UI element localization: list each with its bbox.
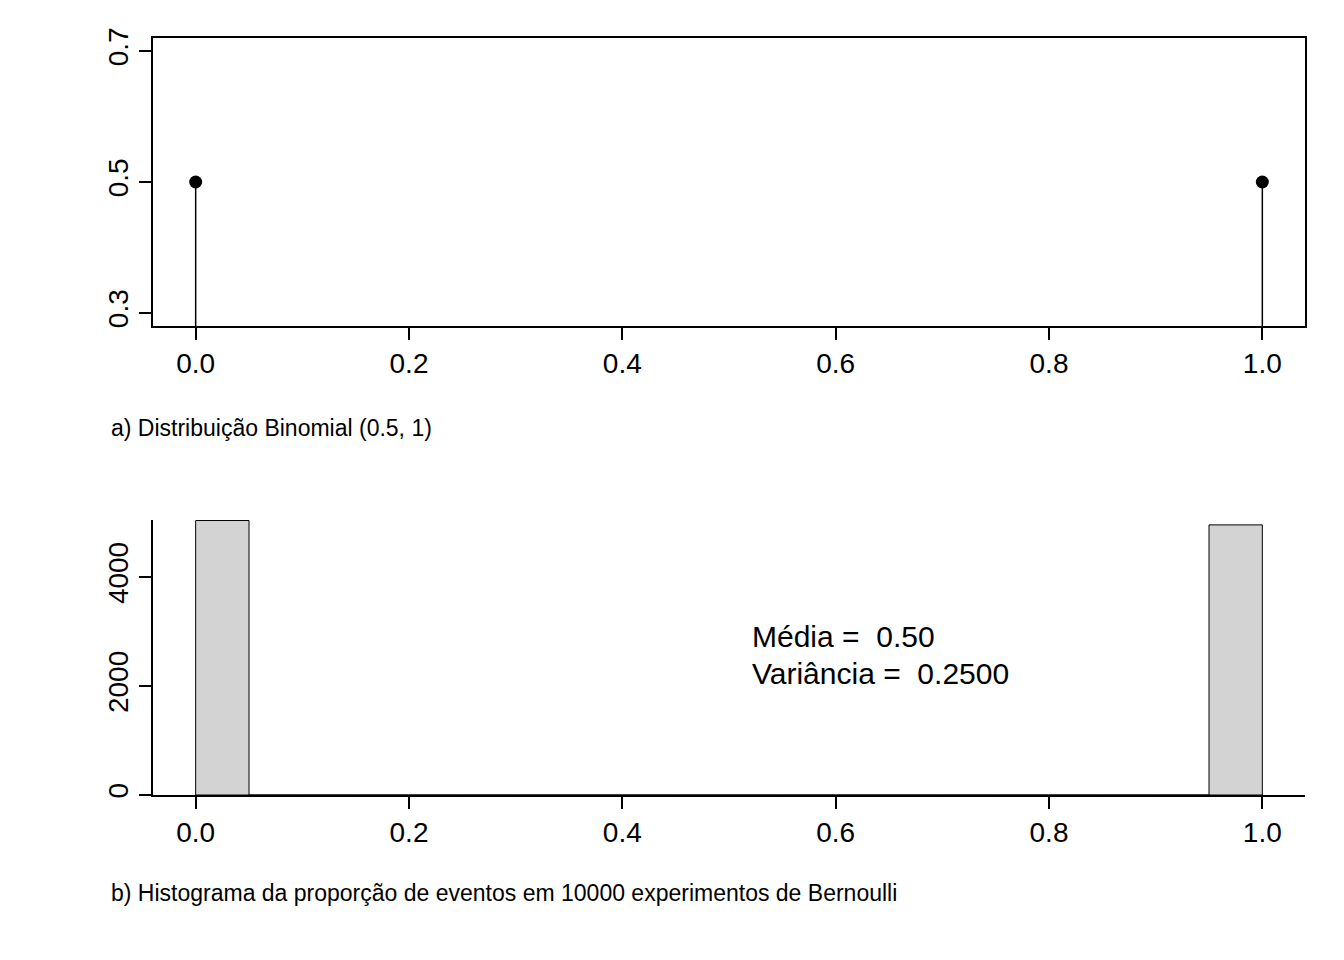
svg-text:0.8: 0.8 (1030, 348, 1069, 379)
svg-text:0.4: 0.4 (603, 817, 642, 848)
svg-text:b) Histograma da proporção de: b) Histograma da proporção de eventos em… (111, 880, 897, 906)
svg-text:0: 0 (103, 783, 134, 799)
svg-text:0.2: 0.2 (390, 348, 429, 379)
svg-text:0.7: 0.7 (103, 27, 134, 66)
svg-text:Média = 0.50: Média = 0.50 (752, 620, 935, 653)
svg-text:0.6: 0.6 (816, 348, 855, 379)
svg-text:0.8: 0.8 (1030, 817, 1069, 848)
svg-text:4000: 4000 (103, 542, 134, 604)
svg-text:a) Distribuição Binomial (0.5,: a) Distribuição Binomial (0.5, 1) (111, 415, 432, 441)
svg-text:1.0: 1.0 (1243, 348, 1282, 379)
svg-text:0.6: 0.6 (816, 817, 855, 848)
svg-text:0.4: 0.4 (603, 348, 642, 379)
svg-text:Variância = 0.2500: Variância = 0.2500 (752, 657, 1009, 690)
svg-text:1.0: 1.0 (1243, 817, 1282, 848)
svg-text:0.0: 0.0 (176, 817, 215, 848)
svg-text:0.0: 0.0 (176, 348, 215, 379)
svg-text:0.5: 0.5 (103, 158, 134, 197)
svg-text:0.3: 0.3 (103, 289, 134, 328)
svg-text:0.2: 0.2 (390, 817, 429, 848)
svg-text:2000: 2000 (103, 651, 134, 713)
